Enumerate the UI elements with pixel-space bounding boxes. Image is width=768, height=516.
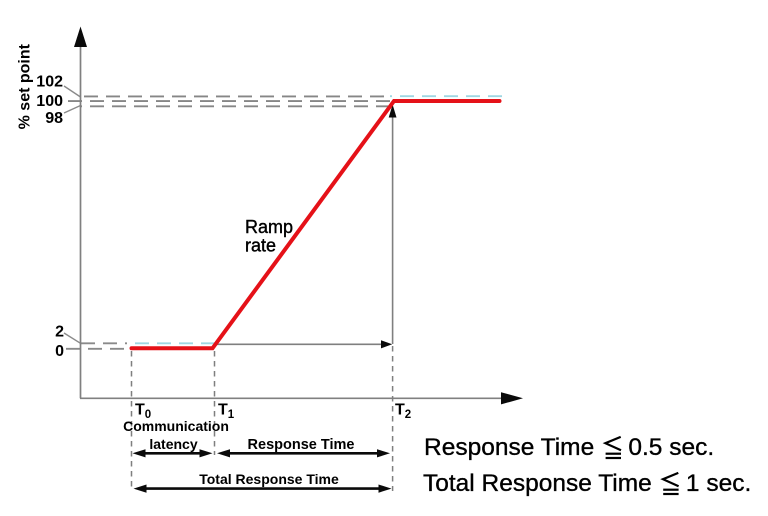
svg-text:% set point: % set point [17, 43, 34, 129]
svg-text:Ramp: Ramp [245, 217, 293, 237]
svg-text:Total Response Time ≦ 1 sec.: Total Response Time ≦ 1 sec. [423, 470, 751, 497]
svg-text:2: 2 [55, 324, 64, 341]
svg-text:102: 102 [36, 74, 63, 91]
svg-text:Total Response Time: Total Response Time [199, 471, 339, 487]
svg-text:rate: rate [245, 236, 276, 256]
svg-text:0: 0 [55, 343, 64, 360]
svg-text:Response Time ≦ 0.5 sec.: Response Time ≦ 0.5 sec. [424, 434, 714, 461]
svg-text:98: 98 [45, 110, 63, 127]
svg-text:latency: latency [149, 436, 197, 452]
svg-text:Communication: Communication [123, 418, 229, 434]
svg-text:100: 100 [36, 93, 63, 110]
svg-text:Response Time: Response Time [248, 437, 355, 453]
svg-text:T2: T2 [395, 402, 411, 422]
